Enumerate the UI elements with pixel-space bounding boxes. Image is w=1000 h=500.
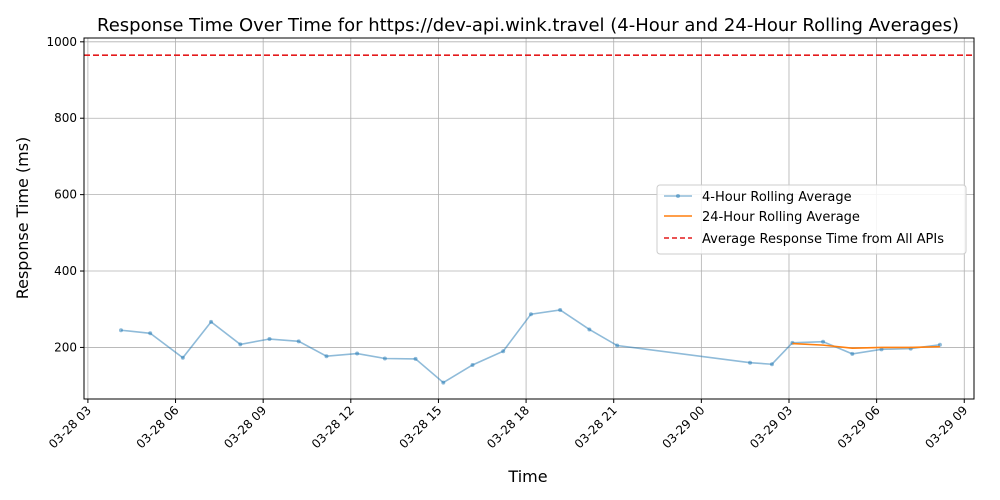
data-point-4-hour xyxy=(501,349,506,354)
data-point-4-hour xyxy=(850,351,855,356)
data-point-4-hour xyxy=(937,342,942,347)
chart-title: Response Time Over Time for https://dev-… xyxy=(97,15,959,36)
x-tick-label: 03-28 06 xyxy=(134,403,182,451)
data-point-4-hour xyxy=(296,339,301,344)
data-point-4-hour xyxy=(528,312,533,317)
data-point-4-hour xyxy=(558,307,563,312)
data-point-4-hour xyxy=(238,342,243,347)
data-point-4-hour xyxy=(267,337,272,342)
series-line-4-hour xyxy=(120,309,941,384)
x-tick-label: 03-29 03 xyxy=(747,403,795,451)
legend-item-reference: Average Response Time from All APIs xyxy=(664,232,944,247)
legend-label-reference: Average Response Time from All APIs xyxy=(702,232,944,247)
data-point-4-hour xyxy=(470,363,475,368)
legend-box xyxy=(656,184,967,255)
legend-label-24-hour: 24-Hour Rolling Average xyxy=(702,210,860,225)
data-point-4-hour xyxy=(382,356,387,361)
data-point-4-hour xyxy=(769,362,774,367)
x-tick-label: 03-28 03 xyxy=(46,403,94,451)
x-tick-label: 03-29 09 xyxy=(922,403,970,451)
series-4-hour xyxy=(119,307,942,385)
data-point-4-hour xyxy=(148,331,153,336)
data-point-4-hour xyxy=(879,347,884,352)
series-line-24-hour xyxy=(792,342,940,349)
data-point-4-hour xyxy=(324,354,329,359)
data-point-4-hour xyxy=(441,380,446,385)
legend-label-4-hour: 4-Hour Rolling Average xyxy=(702,190,852,205)
y-axis-label: Response Time (ms) xyxy=(13,137,32,300)
y-tick-label: 400 xyxy=(54,264,77,278)
y-tick-label: 800 xyxy=(54,111,77,125)
x-tick-label: 03-29 06 xyxy=(835,403,883,451)
legend-item-24-hour: 24-Hour Rolling Average xyxy=(664,210,860,225)
x-tick-label: 03-28 18 xyxy=(484,403,532,451)
y-axis-ticks: 200 400 600 800 1000 xyxy=(46,35,84,354)
data-point-4-hour xyxy=(209,319,214,324)
data-point-4-hour xyxy=(180,355,185,360)
x-axis-ticks: 03-28 03 03-28 06 03-28 09 03-28 12 03-28 15… xyxy=(46,399,970,451)
x-tick-label: 03-28 09 xyxy=(221,403,269,451)
data-point-4-hour xyxy=(748,360,753,365)
y-tick-label: 200 xyxy=(54,340,77,354)
data-point-4-hour xyxy=(587,327,592,332)
x-tick-label: 03-28 15 xyxy=(397,403,445,451)
y-tick-label: 600 xyxy=(54,188,77,202)
x-axis-label: Time xyxy=(507,467,547,486)
x-tick-label: 03-28 12 xyxy=(309,403,357,451)
series-24-hour xyxy=(792,342,940,349)
data-point-4-hour xyxy=(119,328,124,333)
data-point-4-hour xyxy=(355,351,360,356)
legend: 4-Hour Rolling Average 24-Hour Rolling A… xyxy=(656,184,967,255)
legend-marker-4-hour xyxy=(676,194,680,198)
data-point-4-hour xyxy=(615,343,620,348)
x-tick-label: 03-28 21 xyxy=(572,403,620,451)
plot-frame xyxy=(83,37,975,400)
x-tick-label: 03-29 00 xyxy=(659,403,707,451)
legend-item-4-hour: 4-Hour Rolling Average xyxy=(664,190,852,205)
y-tick-label: 1000 xyxy=(46,35,77,49)
data-point-4-hour xyxy=(413,356,418,361)
data-point-4-hour xyxy=(821,339,826,344)
